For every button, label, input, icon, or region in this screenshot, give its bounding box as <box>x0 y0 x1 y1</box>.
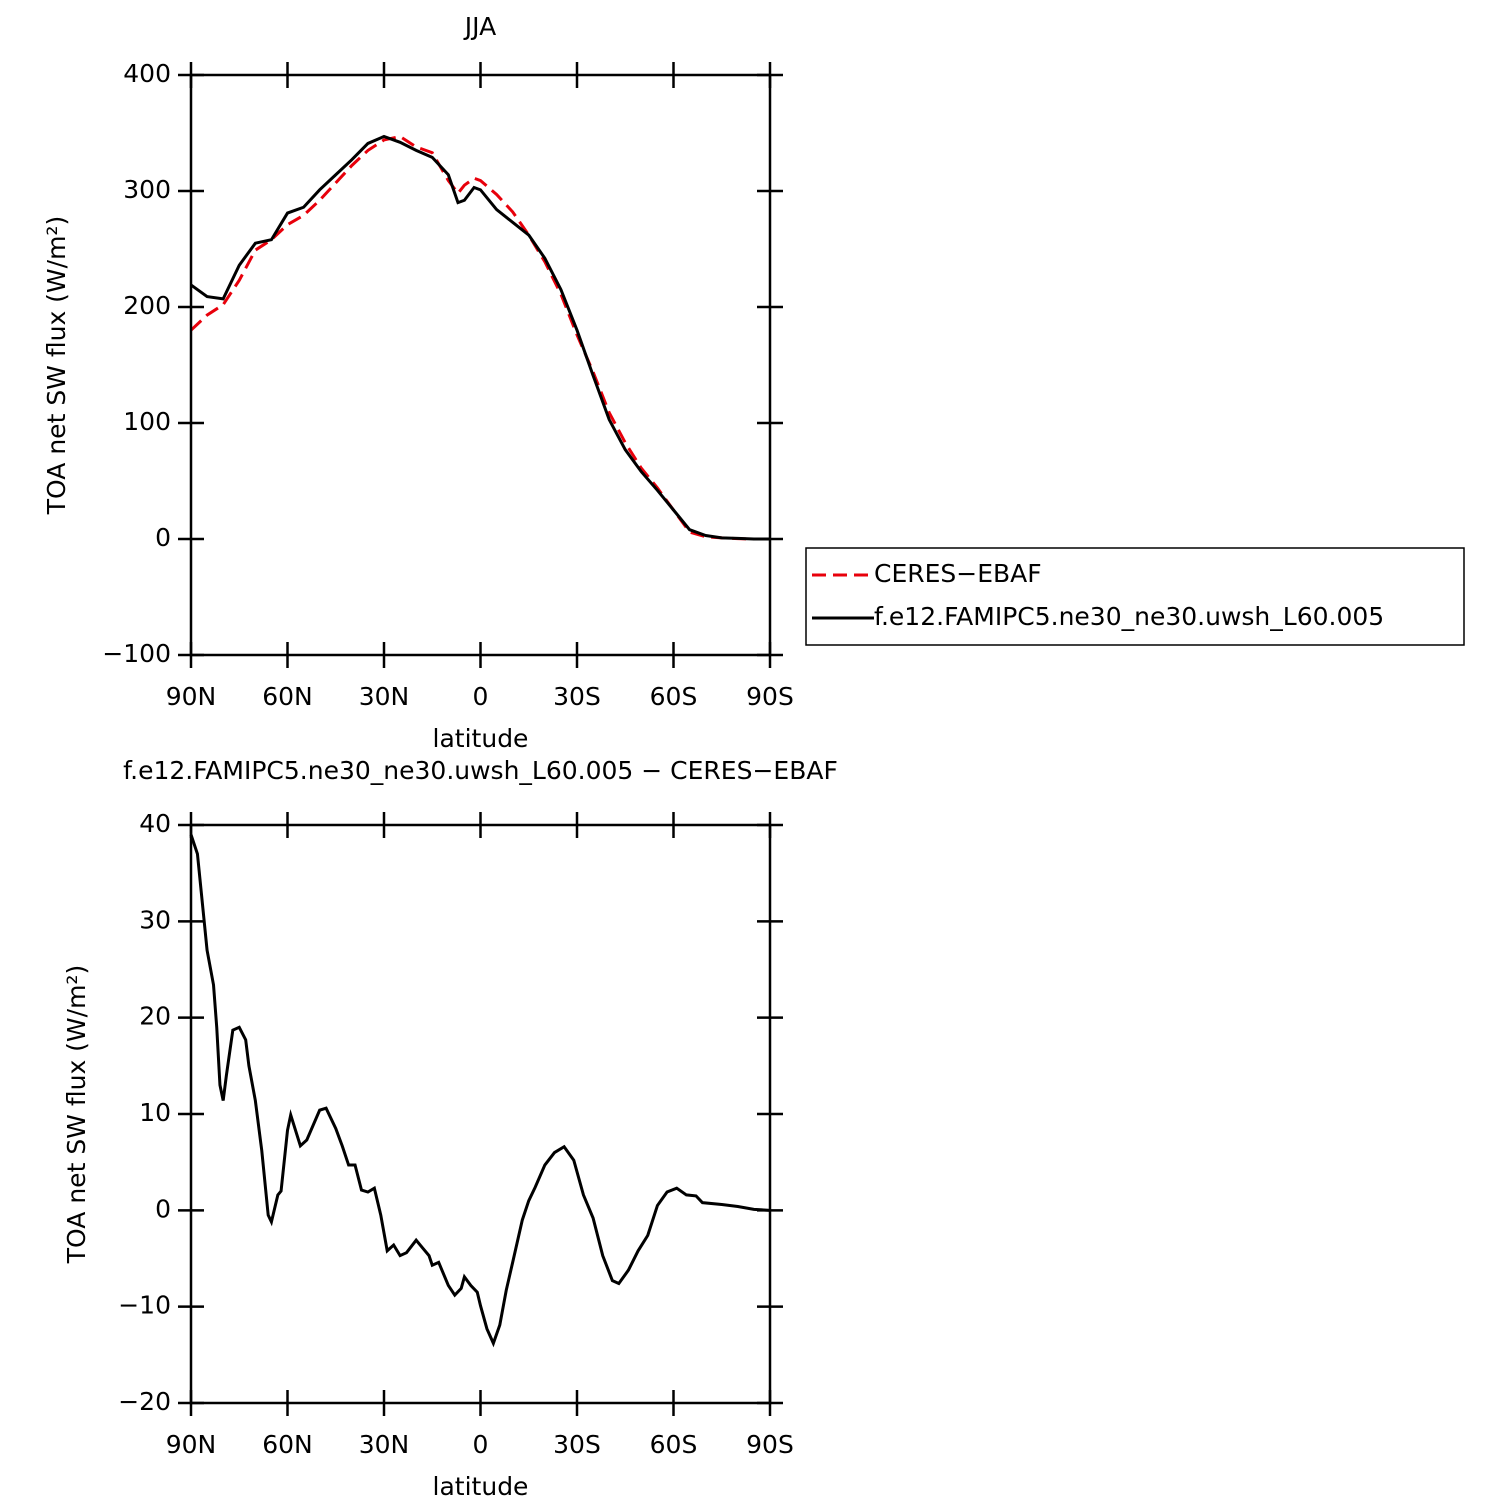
x-tick-label: 90N <box>166 682 217 711</box>
x-tick-label: 60S <box>650 682 698 711</box>
x-tick-label: 60N <box>262 1430 313 1459</box>
legend-label: CERES−EBAF <box>874 559 1042 588</box>
y-tick-label: −10 <box>118 1291 171 1320</box>
x-axis-label: latitude <box>433 1472 529 1501</box>
data-line <box>189 134 770 541</box>
y-tick-label: 30 <box>139 905 171 934</box>
x-axis-label: latitude <box>433 724 529 753</box>
x-tick-label: 60N <box>262 682 313 711</box>
y-tick-label: 300 <box>123 175 171 204</box>
x-tick-label: 30N <box>359 682 410 711</box>
chart-title: f.e12.FAMIPC5.ne30_ne30.uwsh_L60.005 − C… <box>123 756 838 785</box>
data-line <box>190 134 770 541</box>
y-tick-label: 200 <box>123 291 171 320</box>
x-tick-label: 30S <box>553 682 601 711</box>
x-tick-label: 90N <box>166 1430 217 1459</box>
y-tick-label: 0 <box>155 523 171 552</box>
y-axis-label: TOA net SW flux (W/m²) <box>62 965 91 1264</box>
x-tick-label: 0 <box>473 1430 489 1459</box>
legend-box <box>805 547 1465 646</box>
data-line <box>189 834 771 1348</box>
plot-frame <box>189 823 772 1405</box>
legend-label: f.e12.FAMIPC5.ne30_ne30.uwsh_L60.005 <box>874 602 1384 631</box>
x-tick-label: 90S <box>746 1430 794 1459</box>
y-tick-label: 20 <box>139 1002 171 1031</box>
x-tick-label: 30N <box>359 1430 410 1459</box>
x-tick-label: 30S <box>553 1430 601 1459</box>
y-tick-label: 400 <box>123 59 171 88</box>
y-tick-label: 10 <box>139 1098 171 1127</box>
y-tick-label: −20 <box>118 1387 171 1416</box>
y-tick-label: 100 <box>123 407 171 436</box>
plot-frame <box>189 73 772 657</box>
y-tick-label: −100 <box>102 639 171 668</box>
chart-title: JJA <box>463 12 496 41</box>
x-tick-label: 0 <box>473 682 489 711</box>
y-axis-label: TOA net SW flux (W/m²) <box>42 216 71 515</box>
x-tick-label: 60S <box>650 1430 698 1459</box>
y-tick-label: 0 <box>155 1194 171 1223</box>
y-tick-label: 40 <box>139 809 171 838</box>
x-tick-label: 90S <box>746 682 794 711</box>
